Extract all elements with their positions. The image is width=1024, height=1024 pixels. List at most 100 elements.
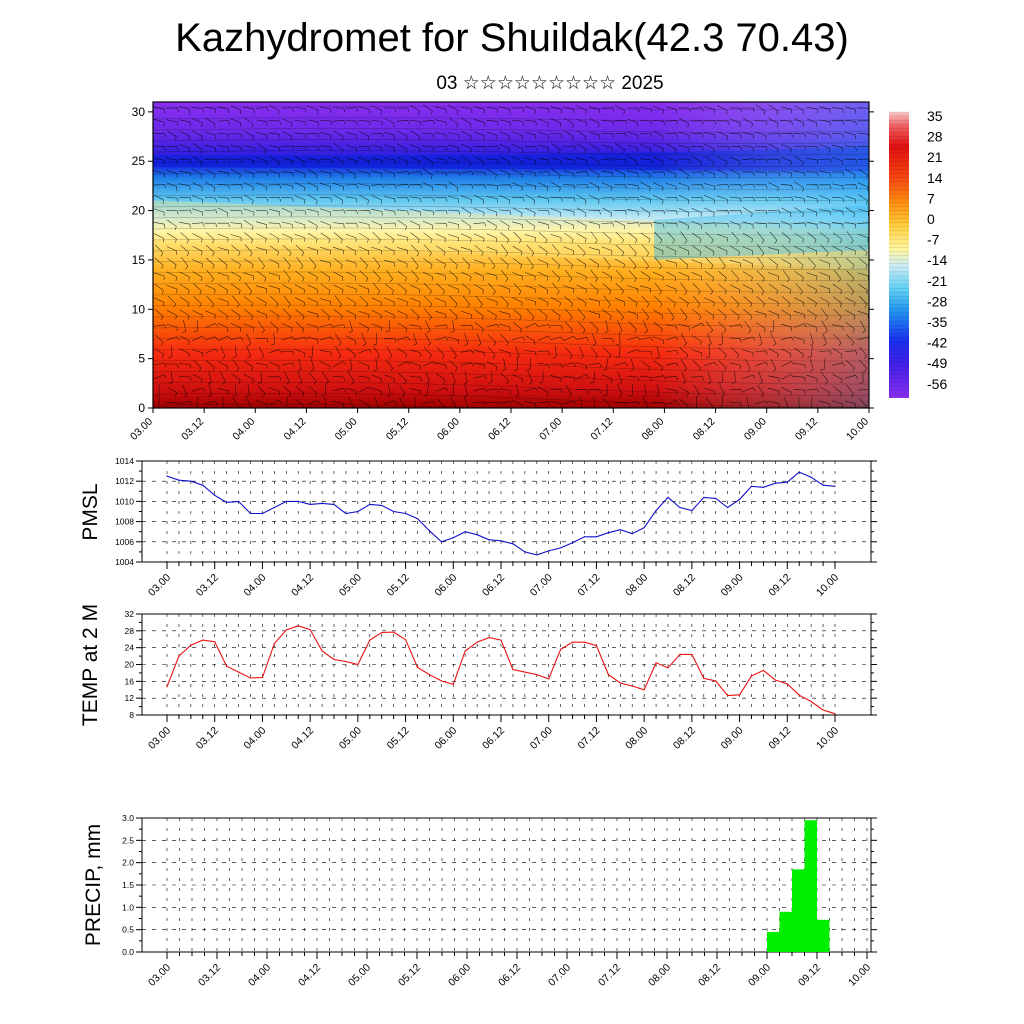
- y-axis-label: TEMP at 2 M: [79, 604, 102, 726]
- data-point: [333, 658, 335, 661]
- data-point: [237, 671, 240, 673]
- data-point: [786, 683, 788, 685]
- x-tick-label: 06.00: [435, 416, 462, 443]
- data-point: [500, 540, 502, 542]
- data-point: [715, 680, 717, 682]
- x-tick-label: 07.12: [575, 572, 602, 599]
- colorbar-label: 14: [927, 170, 943, 186]
- y-tick-label: 20: [125, 660, 135, 670]
- data-point: [810, 700, 812, 703]
- colorbar-label: -35: [927, 314, 947, 330]
- data-point: [273, 506, 275, 509]
- colorbar: 35 28 21 14 7 0 -7 -14 -21 -28 -35 -42 -49 -56: [889, 108, 947, 398]
- data-point: [703, 496, 705, 498]
- x-tick-label: 05.12: [385, 572, 412, 599]
- x-tick-label: 08.00: [623, 725, 650, 752]
- data-point: [595, 536, 598, 538]
- y-tick-label: 25: [132, 154, 146, 168]
- data-point: [750, 485, 753, 487]
- data-point: [607, 532, 609, 534]
- x-tick-label: 10.00: [844, 416, 871, 443]
- isoline: [153, 106, 869, 110]
- data-point: [297, 625, 299, 627]
- x-tick-label: 08.12: [671, 572, 698, 599]
- isoline: [153, 370, 869, 385]
- data-point: [202, 484, 204, 486]
- y-tick-label: 1012: [115, 476, 134, 486]
- x-tick-label: 04.00: [230, 416, 257, 443]
- data-point: [416, 517, 419, 520]
- data-point: [369, 639, 371, 641]
- isoline: [153, 282, 869, 293]
- colorbar-ramp: [889, 112, 909, 398]
- data-point: [309, 628, 311, 631]
- y-tick-label: 1014: [115, 456, 134, 466]
- y-tick-label: 1.5: [122, 880, 134, 890]
- data-point: [393, 510, 395, 513]
- isoline: [153, 359, 869, 373]
- colorbar-label: -56: [927, 376, 947, 392]
- x-tick-label: 05.00: [337, 725, 364, 752]
- x-tick-label: 06.12: [480, 725, 507, 752]
- data-point: [345, 512, 347, 515]
- x-tick-label: 10.00: [814, 572, 841, 599]
- panel-frame: [141, 460, 872, 563]
- data-point: [560, 547, 562, 549]
- data-point: [261, 676, 264, 679]
- x-tick-label: 04.12: [289, 572, 316, 599]
- y-tick-label: 1008: [115, 517, 134, 527]
- x-tick-label: 08.12: [671, 725, 698, 752]
- data-point: [226, 665, 228, 667]
- x-tick-label: 09.00: [742, 416, 769, 443]
- colorbar-lines: [889, 111, 909, 396]
- data-point: [727, 506, 729, 509]
- data-point: [691, 653, 693, 656]
- x-tick-label: 10.00: [814, 725, 841, 752]
- data-point: [822, 484, 824, 486]
- x-tick-label: 05.00: [346, 962, 373, 989]
- data-point: [834, 485, 836, 487]
- data-point: [452, 537, 454, 539]
- y-tick-label: 20: [132, 204, 146, 218]
- colorbar-label: -21: [927, 273, 947, 289]
- data-point: [297, 500, 299, 502]
- x-tick-label: 05.00: [337, 572, 364, 599]
- data-point: [166, 475, 168, 477]
- data-point: [357, 663, 359, 666]
- data-point: [404, 512, 407, 515]
- colorbar-label: 7: [927, 190, 935, 206]
- x-tick-label: 04.00: [246, 962, 273, 989]
- data-point: [249, 512, 252, 515]
- data-point: [488, 636, 490, 639]
- data-point: [536, 674, 538, 676]
- x-tick-label: 07.00: [528, 572, 555, 599]
- data-point: [798, 694, 800, 696]
- y-tick-label: 1.0: [122, 902, 134, 912]
- isoline: [153, 117, 869, 122]
- x-tick-label: 09.12: [766, 572, 793, 599]
- x-tick-label: 09.00: [719, 572, 746, 599]
- x-tick-label: 07.00: [537, 416, 564, 443]
- data-point: [333, 503, 335, 506]
- data-point: [667, 496, 669, 498]
- data-point: [404, 639, 407, 641]
- y-tick-label: 0.0: [122, 947, 134, 957]
- isoline: [153, 260, 869, 270]
- x-tick-label: 06.12: [480, 572, 507, 599]
- isoline: [153, 128, 869, 133]
- y-tick-label: 1010: [115, 496, 134, 506]
- x-tick-label: 04.00: [241, 572, 268, 599]
- temp-panel: 8 12 16 20 24 28 32 03.00 03.12 04.00 04.12 05.00 05…: [79, 604, 877, 752]
- y-tick-label: 3.0: [122, 813, 134, 823]
- colorbar-label: -7: [927, 232, 940, 248]
- precip-bar: [804, 820, 817, 952]
- data-point: [285, 500, 287, 502]
- data-point: [774, 482, 776, 484]
- x-tick-label: 03.12: [194, 572, 221, 599]
- heatmap-panel: 0 5 10 15 20 25 30 03.00 03.12 04.00 04.12 05.00 05…: [128, 101, 874, 443]
- data-point: [214, 641, 216, 643]
- isoline: [153, 348, 869, 362]
- data-point: [607, 674, 609, 676]
- data-point: [703, 677, 705, 679]
- data-point: [810, 476, 812, 478]
